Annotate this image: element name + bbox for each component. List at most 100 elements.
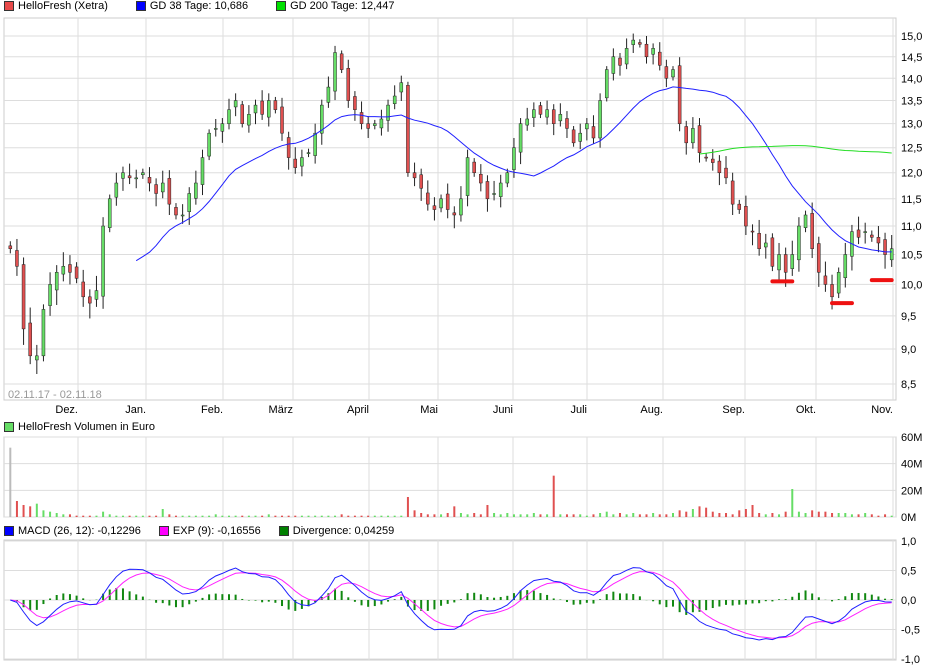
volume-bar	[850, 514, 853, 517]
candle-up	[326, 86, 331, 103]
candle-down	[618, 57, 622, 66]
volume-bar	[539, 514, 542, 517]
candle-up	[200, 157, 205, 185]
volume-bar	[274, 515, 277, 517]
price-tick-label: 8,5	[901, 379, 916, 391]
candle-up	[439, 198, 443, 209]
legend-macd: MACD (26, 12): -0,12296 EXP (9): -0,1655…	[4, 525, 394, 537]
volume-bar	[208, 515, 211, 517]
volume-bar	[82, 515, 85, 517]
candle-down	[353, 96, 357, 110]
panel-frame-0	[3, 17, 897, 401]
volume-bar	[35, 503, 38, 517]
divergence-bar	[367, 600, 370, 607]
volume-bar	[161, 509, 164, 517]
volume-bar	[433, 514, 436, 517]
volume-bar	[300, 515, 303, 517]
volume-tick-label: 60M	[901, 432, 922, 444]
macd-tick-label: 1,0	[901, 536, 916, 548]
macd-tick-label: -0,5	[901, 625, 920, 637]
volume-bar	[426, 514, 429, 517]
volume-bar	[744, 509, 747, 517]
divergence-bar	[241, 598, 244, 600]
candle-up	[207, 132, 211, 157]
month-label: Dez.	[55, 404, 78, 416]
divergence-bar	[725, 600, 728, 605]
volume-bar	[791, 489, 794, 517]
candle-up	[48, 284, 52, 306]
divergence-bar	[884, 598, 887, 600]
candle-up	[585, 123, 589, 130]
month-label: Jan.	[125, 404, 146, 416]
volume-bar	[294, 515, 297, 517]
divergence-bar	[29, 600, 32, 611]
divergence-bar	[479, 594, 482, 600]
candle-up	[512, 147, 516, 170]
volume-bar	[234, 515, 237, 517]
candle-up	[518, 123, 523, 153]
volume-bar	[15, 501, 18, 517]
divergence-bar	[267, 600, 270, 602]
divergence-bar	[373, 600, 376, 607]
candle-down	[426, 192, 430, 205]
divergence-bar	[155, 600, 158, 603]
candle-down	[412, 172, 417, 179]
volume-bar	[546, 514, 549, 517]
volume-bar	[718, 513, 721, 517]
volume-bar	[68, 514, 71, 517]
volume-bar	[241, 515, 244, 517]
volume-bar	[526, 514, 529, 517]
divergence-bar	[811, 593, 814, 600]
volume-bar	[512, 514, 515, 517]
volume-bar	[890, 515, 893, 517]
volume-bar	[804, 513, 807, 517]
volume-bar	[877, 515, 880, 517]
legend-macd-label: MACD (26, 12): -0,12296	[18, 525, 141, 537]
volume-bar	[466, 514, 469, 517]
candle-up	[465, 157, 470, 196]
volume-bar	[128, 515, 131, 517]
candle-up	[320, 104, 324, 134]
divergence-bar	[181, 600, 184, 608]
volume-bar	[121, 515, 124, 517]
volume-bar	[22, 505, 25, 517]
candle-down	[810, 213, 814, 249]
volume-bar	[135, 515, 138, 517]
divergence-bar	[731, 600, 734, 606]
divergence-bar	[817, 597, 820, 600]
divergence-bar	[764, 600, 767, 602]
volume-bar	[267, 514, 270, 517]
candle-down	[571, 129, 576, 144]
month-label: Juli	[570, 404, 587, 416]
divergence-bar	[705, 600, 708, 611]
divergence-bar	[135, 594, 138, 600]
divergence-bar	[744, 600, 747, 605]
divergence-bar	[738, 600, 741, 605]
divergence-bar	[850, 593, 853, 600]
candle-up	[651, 48, 655, 55]
volume-bar	[102, 511, 105, 517]
candle-up	[247, 114, 251, 126]
volume-bar	[42, 510, 45, 517]
volume-bar	[327, 515, 330, 517]
volume-bar	[55, 513, 58, 517]
divergence-bar	[68, 594, 71, 600]
divergence-bar	[128, 591, 131, 600]
candle-down	[730, 180, 735, 205]
volume-bar	[181, 515, 184, 517]
divergence-bar	[698, 600, 701, 612]
candle-down	[406, 85, 410, 173]
volume-bar	[618, 513, 621, 517]
candle-up	[114, 182, 119, 198]
divergence-bar	[274, 600, 277, 603]
month-label: Aug.	[640, 404, 663, 416]
volume-bar	[738, 510, 741, 517]
candle-down	[677, 65, 682, 124]
date-range: 02.11.17 - 02.11.18	[8, 389, 102, 401]
candle-up	[836, 272, 841, 294]
divergence-bar	[446, 600, 449, 604]
divergence-bar	[585, 600, 588, 603]
candle-down	[830, 284, 834, 298]
volume-bar	[585, 515, 588, 517]
volume-bar	[572, 514, 575, 517]
